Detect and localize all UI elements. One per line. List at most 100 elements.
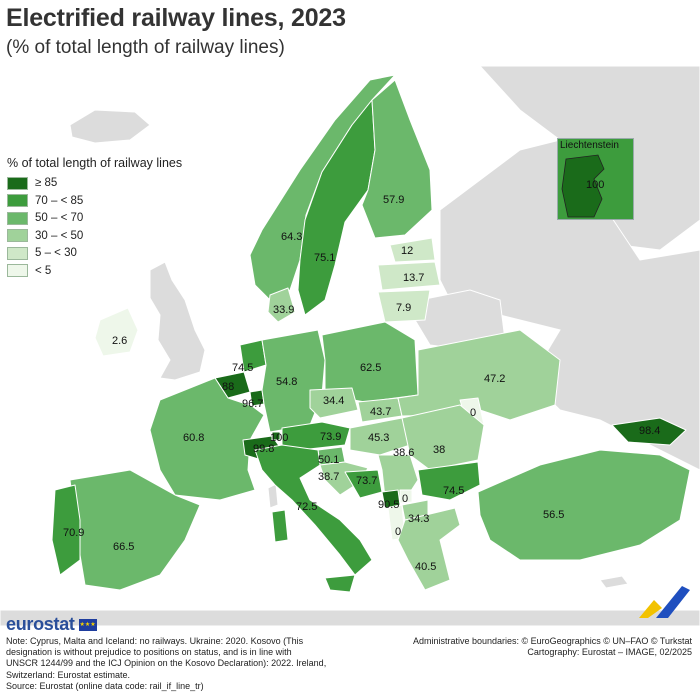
legend-label-6: < 5 — [35, 264, 52, 277]
label-austria: 73.9 — [320, 431, 341, 443]
label-slovakia: 43.7 — [370, 406, 391, 418]
legend-swatch-2 — [7, 194, 28, 207]
country-liechtenstein — [271, 431, 281, 441]
image-logo-icon — [639, 586, 690, 618]
legend-swatch-3 — [7, 211, 28, 225]
label-bosnia: 73.7 — [356, 475, 377, 487]
country-hungary — [349, 417, 411, 456]
note-line-2: designation is without prejudice to posi… — [6, 647, 292, 658]
map-subtitle: (% of total length of railway lines) — [6, 37, 285, 58]
legend-swatch-6 — [7, 264, 28, 277]
legend-label-3: 50 – < 70 — [35, 212, 84, 224]
label-north-macedonia: 34.3 — [408, 513, 429, 525]
note-line-4: Switzerland: Eurostat estimate. — [6, 669, 131, 680]
country-sardinia — [271, 509, 289, 543]
iceland-land — [69, 109, 151, 144]
credits-line-1: Administrative boundaries: © EuroGeograp… — [412, 636, 692, 646]
label-latvia: 13.7 — [403, 272, 424, 284]
label-france: 60.8 — [183, 432, 204, 444]
label-kosovo: 0 — [402, 493, 408, 505]
country-greece — [397, 507, 461, 591]
label-albania: 0 — [395, 526, 401, 538]
label-portugal: 70.9 — [63, 527, 84, 539]
footnote: Note: Cyprus, Malta and Iceland: no rail… — [6, 636, 378, 692]
label-slovenia: 50.1 — [318, 454, 339, 466]
country-bulgaria — [417, 461, 481, 501]
legend-label-2: 70 – < 85 — [35, 194, 84, 207]
country-lithuania — [377, 289, 431, 323]
credits: Administrative boundaries: © EuroGeograp… — [413, 636, 692, 658]
label-montenegro: 90.5 — [378, 499, 399, 511]
country-finland — [361, 79, 433, 239]
map-title: Electrified railway lines, 2023 — [6, 4, 346, 32]
label-serbia: 38.6 — [393, 447, 414, 459]
map-legend: % of total length of railway lines ≥ 85 … — [7, 156, 207, 280]
label-italy: 72.5 — [296, 501, 317, 513]
label-finland: 57.9 — [383, 194, 404, 206]
note-line-3: UNSCR 1244/99 and the ICJ Opinion on the… — [6, 658, 327, 669]
country-turkey — [477, 449, 691, 561]
country-ireland — [94, 307, 139, 357]
country-estonia — [389, 237, 436, 263]
label-norway: 64.3 — [281, 231, 302, 243]
label-estonia: 12 — [401, 245, 413, 257]
legend-item-1: ≥ 85 — [7, 175, 207, 191]
logo-blue-stripe — [656, 586, 690, 618]
legend-swatch-5 — [7, 246, 28, 260]
label-ireland: 2.6 — [112, 335, 127, 347]
label-georgia: 98.4 — [639, 425, 660, 437]
label-hungary: 45.3 — [368, 432, 389, 444]
label-croatia: 38.7 — [318, 471, 339, 483]
logo-text: eurostat — [6, 614, 75, 634]
country-denmark — [267, 287, 296, 323]
label-turkey: 56.5 — [543, 509, 564, 521]
inset-value: 100 — [586, 179, 605, 191]
credits-line-2: Cartography: Eurostat – IMAGE, 02/2025 — [527, 647, 692, 658]
eurostat-logo: eurostat ★★★ — [6, 614, 97, 635]
label-spain: 66.5 — [113, 541, 134, 553]
label-czechia: 34.4 — [323, 395, 344, 407]
legend-item-4: 30 – < 50 — [7, 228, 207, 244]
note-line-1: Note: Cyprus, Malta and Iceland: no rail… — [6, 636, 304, 646]
country-czechia — [309, 387, 359, 419]
logo-yellow-stripe — [639, 600, 662, 618]
country-italy — [254, 444, 373, 576]
cyprus-land — [599, 575, 629, 589]
inset-map — [558, 139, 633, 219]
inset-title: Liechtenstein — [560, 140, 619, 151]
country-sicily — [324, 574, 356, 593]
inset-liechtenstein-shape — [561, 154, 605, 218]
label-greece: 40.5 — [415, 561, 436, 573]
legend-label-4: 30 – < 50 — [35, 229, 84, 242]
corsica-land — [267, 483, 279, 509]
label-lithuania: 7.9 — [396, 302, 411, 314]
label-germany: 54.8 — [276, 376, 297, 388]
label-denmark: 33.9 — [273, 304, 294, 316]
legend-item-6: < 5 — [7, 263, 207, 279]
uk-land — [149, 261, 206, 381]
label-sweden: 75.1 — [314, 252, 335, 264]
legend-label-1: ≥ 85 — [35, 177, 58, 189]
country-georgia — [611, 417, 687, 446]
label-romania: 38 — [433, 444, 445, 456]
legend-swatch-1 — [7, 176, 28, 190]
label-netherlands: 74.5 — [232, 362, 253, 374]
africa-land — [0, 609, 700, 626]
country-france — [149, 377, 265, 501]
legend-item-3: 50 – < 70 — [7, 210, 207, 226]
label-poland: 62.5 — [360, 362, 381, 374]
label-moldova: 0 — [470, 407, 476, 419]
legend-title: % of total length of railway lines — [7, 156, 183, 170]
map-svg: 64.3 75.1 57.9 12 13.7 7.9 33.9 2.6 74.5… — [0, 66, 700, 626]
label-belgium: 88 — [222, 381, 234, 393]
legend-swatch-4 — [7, 229, 28, 242]
source-line: Source: Eurostat (online data code: rail… — [6, 680, 204, 691]
country-portugal — [51, 484, 81, 576]
label-switzerland: 99.8 — [253, 443, 274, 455]
label-luxembourg: 96.7 — [242, 398, 263, 410]
eu-flag-icon: ★★★ — [78, 618, 97, 631]
label-ukraine: 47.2 — [484, 373, 505, 385]
country-kosovo — [399, 489, 413, 504]
label-liechtenstein: 100 — [270, 432, 288, 444]
country-sweden — [297, 99, 376, 316]
